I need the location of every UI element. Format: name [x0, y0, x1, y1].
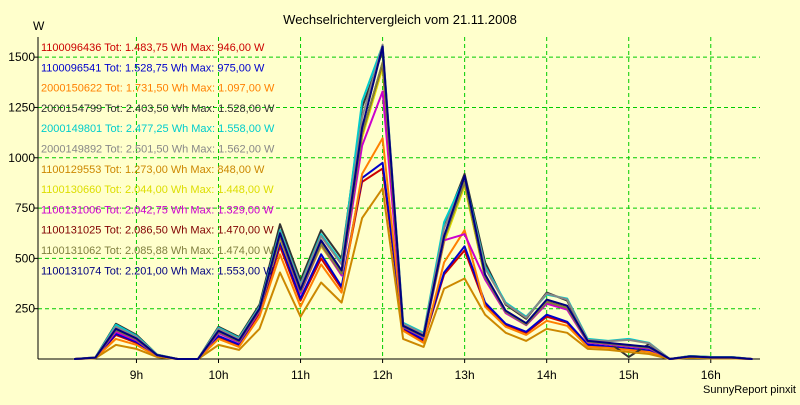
x-tick-label: 11h	[291, 368, 310, 382]
y-tick-label: 1000	[8, 151, 35, 165]
y-axis-unit: W	[33, 19, 45, 33]
x-tick-label: 13h	[455, 368, 475, 382]
x-tick-label: 14h	[537, 368, 557, 382]
y-tick-label: 500	[15, 251, 35, 265]
legend-entry: 2000149892 Tot: 2.501,50 Wh Max: 1.562,0…	[41, 144, 275, 156]
legend-entry: 2000154799 Tot: 2.403,50 Wh Max: 1.528,0…	[41, 103, 275, 115]
legend-entry: 1100096541 Tot: 1.528,75 Wh Max: 975,00 …	[41, 62, 265, 74]
legend-entry: 1100096436 Tot: 1.483,75 Wh Max: 946,00 …	[41, 42, 265, 54]
legend-entry: 1100131062 Tot: 2.085,88 Wh Max: 1.474,0…	[41, 245, 274, 257]
x-tick-label: 16h	[701, 368, 721, 382]
legend-entry: 2000149801 Tot: 2.477,25 Wh Max: 1.558,0…	[41, 123, 275, 135]
y-tick-label: 1250	[8, 100, 35, 114]
footer-credit: SunnyReport pinxit	[703, 384, 796, 396]
y-tick-label: 250	[15, 302, 35, 316]
legend-entry: 2000150622 Tot: 1.731,50 Wh Max: 1.097,0…	[41, 83, 275, 95]
plot-area: 9h 10h 11h 12h 13h 14h 15h 16h 250 500 750 1000 1250…	[8, 37, 760, 382]
x-tick-label: 9h	[130, 368, 143, 382]
legend-entry: 1100131006 Tot: 2.042,75 Wh Max: 1.329,0…	[41, 204, 274, 216]
x-tick-label: 15h	[619, 368, 639, 382]
legend-entry: 1100129553 Tot: 1.273,00 Wh Max: 848,00 …	[41, 164, 265, 176]
legend-entry: 1100131074 Tot: 2.201,00 Wh Max: 1.553,0…	[41, 265, 274, 277]
legend-entry: 1100131025 Tot: 2.086,50 Wh Max: 1.470,0…	[41, 225, 274, 237]
legend: 1100096436 Tot: 1.483,75 Wh Max: 946,00 …	[41, 42, 275, 277]
x-tick-label: 12h	[373, 368, 393, 382]
series-line	[73, 45, 753, 360]
chart-title: Wechselrichtervergleich vom 21.11.2008	[283, 12, 517, 27]
legend-entry: 1100130660 Tot: 2.044,00 Wh Max: 1.448,0…	[41, 184, 274, 196]
x-tick-label: 10h	[208, 368, 228, 382]
y-tick-label: 1500	[8, 50, 35, 64]
y-tick-label: 750	[15, 201, 35, 215]
